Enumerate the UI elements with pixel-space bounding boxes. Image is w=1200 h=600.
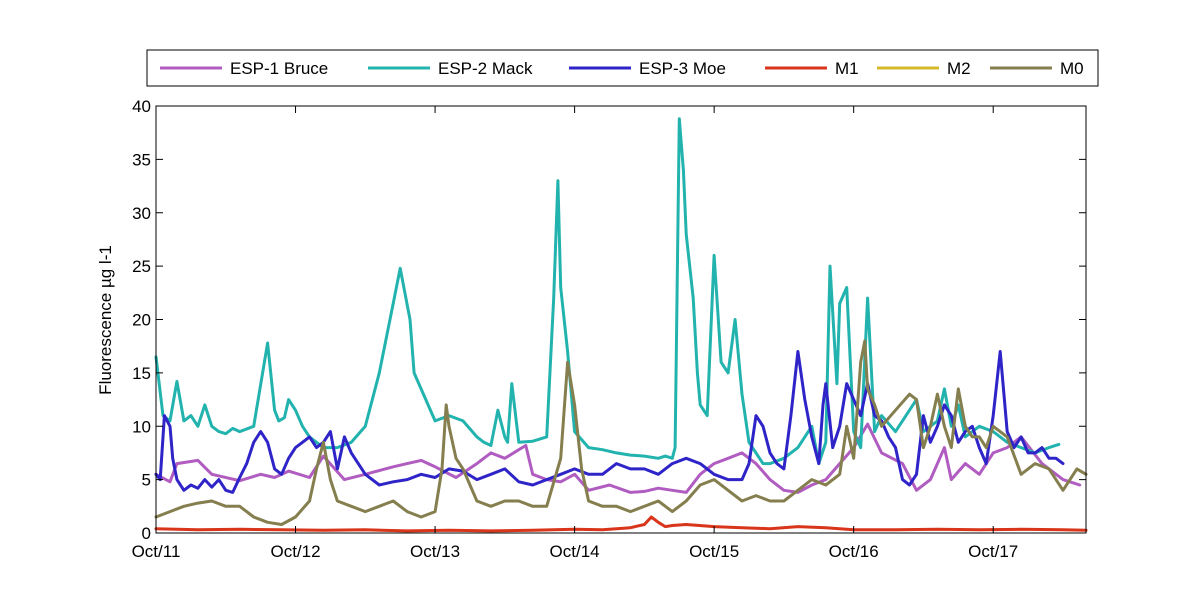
y-tick-label: 35 bbox=[132, 150, 151, 169]
series-line-m0 bbox=[154, 339, 1088, 526]
y-tick-label: 0 bbox=[142, 524, 151, 543]
axis-layer: 0 5 10 15 20 25 30 35 40 Oct/11 Oct/12 Oct/13 Oct/14… bbox=[132, 97, 1086, 561]
y-tick-label: 10 bbox=[132, 417, 151, 436]
series-line-esp-1-bruce bbox=[154, 422, 1082, 494]
y-tick-label: 20 bbox=[132, 311, 151, 330]
legend-items: ESP-1 Bruce ESP-2 Mack ESP-3 Moe M1 M2 M0 bbox=[160, 59, 1084, 78]
y-tick-label: 5 bbox=[142, 471, 151, 490]
x-tick-label: Oct/11 bbox=[132, 542, 181, 561]
y-axis-title: Fluorescence µg l-1 bbox=[96, 245, 115, 395]
series-line-m1 bbox=[154, 515, 1088, 533]
series-layer bbox=[154, 117, 1088, 533]
legend-label: M0 bbox=[1060, 59, 1084, 78]
legend-label: M2 bbox=[947, 59, 971, 78]
x-tick-label: Oct/13 bbox=[410, 542, 460, 561]
x-tick-label: Oct/17 bbox=[968, 542, 1018, 561]
plot-area bbox=[156, 106, 1086, 533]
legend: ESP-1 Bruce ESP-2 Mack ESP-3 Moe M1 M2 M0 bbox=[146, 49, 1099, 87]
y-tick-label: 15 bbox=[132, 364, 151, 383]
y-tick-label: 40 bbox=[132, 97, 151, 116]
series-line-esp-2-mack bbox=[154, 117, 1061, 466]
y-tick-label: 30 bbox=[132, 204, 151, 223]
legend-label: ESP-1 Bruce bbox=[230, 59, 328, 78]
x-tick-label: Oct/15 bbox=[689, 542, 739, 561]
x-tick-label: Oct/12 bbox=[270, 542, 320, 561]
legend-label: M1 bbox=[835, 59, 859, 78]
x-tick-label: Oct/14 bbox=[550, 542, 600, 561]
y-tick-label: 25 bbox=[132, 257, 151, 276]
legend-label: ESP-3 Moe bbox=[639, 59, 726, 78]
x-tick-label: Oct/16 bbox=[829, 542, 879, 561]
legend-label: ESP-2 Mack bbox=[438, 59, 533, 78]
